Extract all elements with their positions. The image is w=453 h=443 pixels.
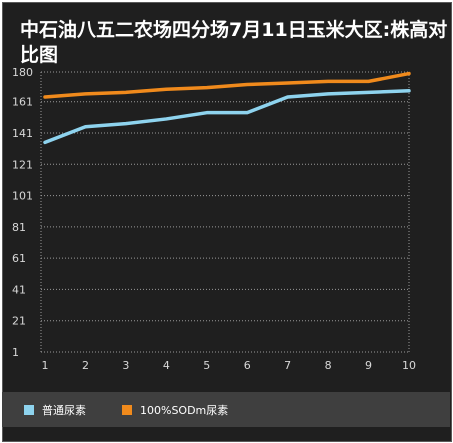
data-point [124, 91, 128, 94]
y-tick-label: 1 [12, 346, 19, 359]
x-tick-label: 3 [122, 359, 129, 372]
x-axis-ticks: 1 2 3 4 5 6 7 8 9 10 [42, 359, 417, 372]
data-point [367, 91, 370, 94]
legend-swatch-series-1 [24, 405, 34, 415]
chart-title: 中石油八五二农场四分场7月11日玉米大区:株高对比图 [20, 19, 448, 66]
data-point [286, 95, 289, 99]
legend-item-series-1: 普通尿素 [24, 402, 86, 418]
data-point [326, 80, 330, 83]
series-layer [43, 71, 411, 145]
x-tick-label: 2 [82, 359, 89, 372]
data-point [43, 141, 47, 144]
grid-layer [40, 71, 410, 353]
data-point [84, 92, 87, 96]
legend-label-series-1: 普通尿素 [42, 404, 86, 417]
legend: 普通尿素 100%SODm尿素 [2, 392, 450, 427]
data-point [407, 89, 411, 92]
y-tick-label: 180 [12, 66, 33, 79]
x-tick-label: 8 [325, 359, 332, 372]
x-tick-label: 9 [365, 359, 372, 372]
data-point [246, 111, 249, 114]
x-tick-label: 6 [244, 359, 251, 372]
data-point [205, 111, 208, 114]
data-point [367, 80, 370, 83]
data-point [246, 83, 249, 86]
data-point [124, 122, 128, 125]
y-tick-label: 41 [12, 283, 26, 296]
series-line-2 [43, 71, 411, 99]
legend-label-series-2: 100%SODm尿素 [140, 404, 229, 417]
y-tick-label: 81 [12, 221, 26, 234]
data-point [165, 117, 168, 121]
data-point [84, 125, 87, 128]
y-tick-label: 161 [12, 96, 33, 109]
x-tick-label: 7 [284, 359, 291, 372]
series-line-1 [43, 89, 411, 145]
data-point [43, 95, 47, 99]
x-tick-label: 5 [203, 359, 210, 372]
legend-item-series-2: 100%SODm尿素 [122, 402, 228, 418]
y-tick-label: 21 [12, 315, 26, 328]
data-point [286, 81, 289, 85]
y-tick-label: 141 [12, 127, 33, 140]
data-point [407, 72, 411, 75]
y-tick-label: 121 [12, 158, 33, 171]
data-point [326, 92, 330, 96]
data-point [165, 88, 168, 91]
y-tick-label: 101 [12, 190, 33, 203]
y-tick-label: 61 [12, 252, 26, 265]
legend-swatch-series-2 [122, 405, 132, 415]
x-tick-label: 4 [163, 359, 170, 372]
x-tick-label: 10 [402, 359, 416, 372]
x-tick-label: 1 [42, 359, 49, 372]
data-point [205, 86, 208, 89]
